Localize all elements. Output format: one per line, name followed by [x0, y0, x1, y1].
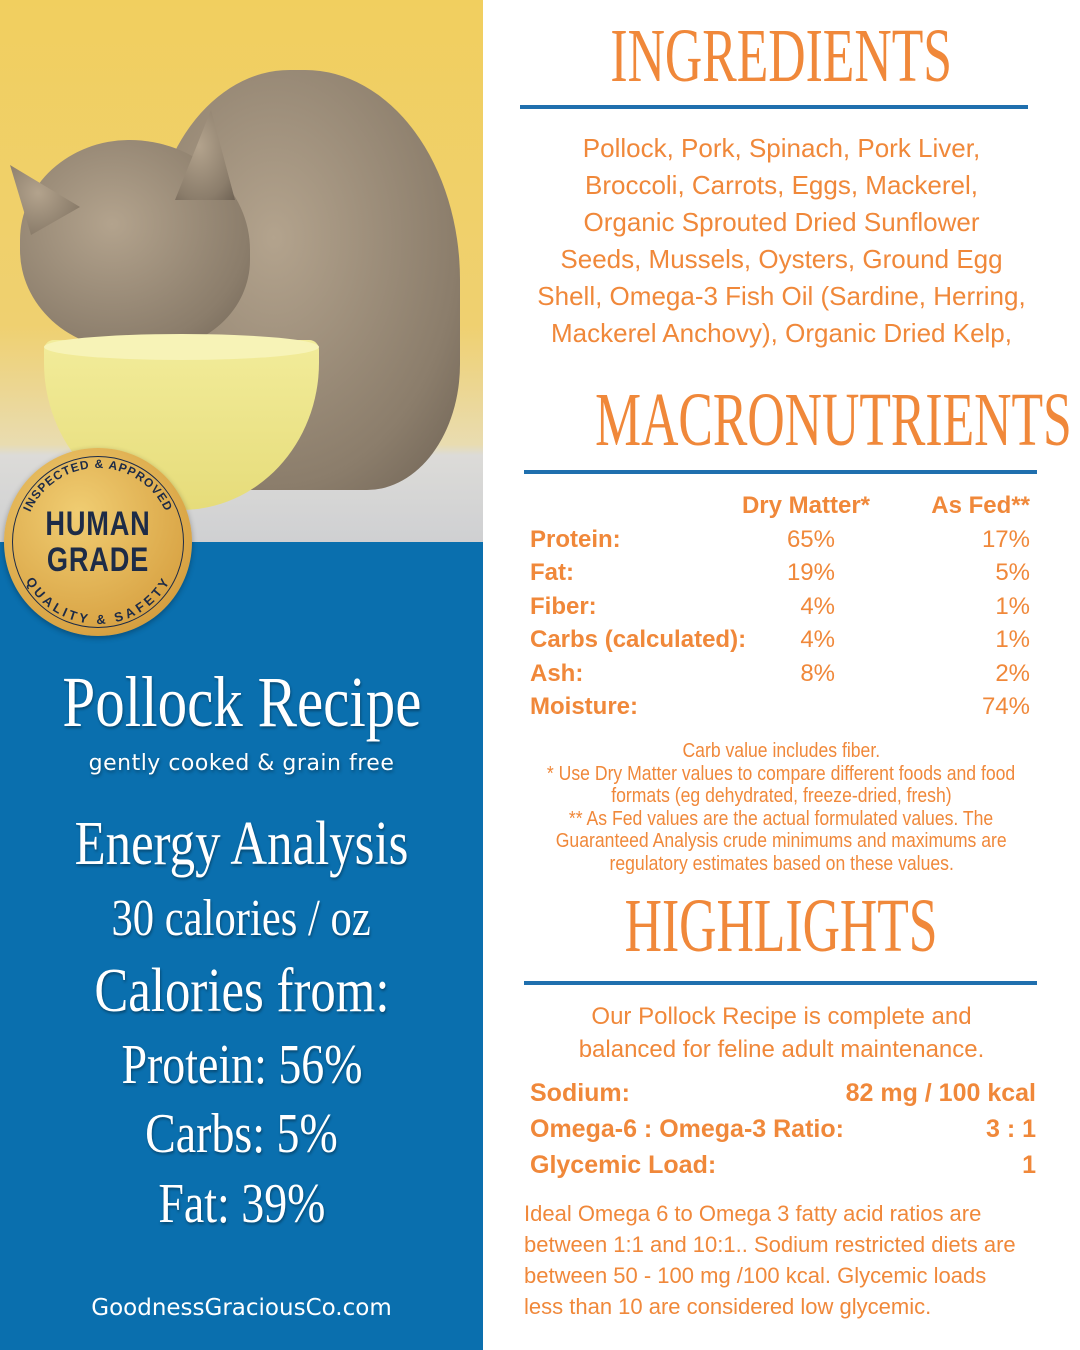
- ingredients-list: Pollock, Pork, Spinach, Pork Liver, Brocc…: [537, 133, 1026, 348]
- recipe-title: Pollock Recipe: [61, 662, 422, 742]
- macro-row: Ash: 8% 2%: [530, 660, 1030, 693]
- dry-matter-header: Dry Matter*: [741, 492, 870, 519]
- highlights-footer: Ideal Omega 6 to Omega 3 fatty acid rati…: [524, 1201, 1016, 1319]
- divider: [520, 105, 1028, 109]
- dry-matter-value: 65%: [786, 526, 835, 553]
- dry-matter-value: 4%: [800, 626, 835, 654]
- macro-row: Protein: 65% 17%: [530, 526, 1030, 559]
- macro-label: Fiber:: [530, 592, 597, 620]
- as-fed-value: 2%: [995, 659, 1030, 687]
- as-fed-value: 5%: [995, 559, 1030, 587]
- macro-row: Carbs (calculated): 4% 1%: [530, 626, 1030, 659]
- macro-row: Fiber: 4% 1%: [530, 593, 1030, 626]
- as-fed-value: 17%: [981, 526, 1030, 553]
- seal-human: HUMAN: [45, 505, 151, 543]
- macro-label: Ash:: [530, 659, 584, 687]
- calories-per-oz: 30 calories / oz: [111, 890, 372, 947]
- dry-matter-value: 19%: [786, 559, 835, 587]
- seal-arc-text: INSPECTED & APPROVED QUALITY & SAFETY: [20, 457, 174, 627]
- highlight-row: Glycemic Load: 1: [530, 1151, 1036, 1179]
- highlights-heading: HIGHLIGHTS: [625, 884, 938, 968]
- highlights-intro: Our Pollock Recipe is complete and balanc…: [578, 1003, 985, 1063]
- human-grade-seal: INSPECTED & APPROVED QUALITY & SAFETY HU…: [4, 448, 192, 636]
- seal-grade: GRADE: [46, 541, 150, 579]
- divider: [524, 981, 1037, 985]
- protein-calories: Protein: 56%: [120, 1034, 363, 1096]
- calories-from: Calories from:: [93, 957, 390, 1025]
- macronutrients-heading: MACRONUTRIENTS: [595, 378, 1072, 462]
- carbs-calories: Carbs: 5%: [145, 1103, 338, 1165]
- dry-matter-value: 8%: [800, 659, 835, 687]
- recipe-subtitle: gently cooked & grain free: [88, 751, 395, 776]
- fat-calories: Fat: 39%: [157, 1173, 326, 1235]
- left-panel: INSPECTED & APPROVED QUALITY & SAFETY HU…: [0, 0, 483, 1350]
- macro-label: Fat:: [530, 559, 574, 587]
- bowl-rim: [44, 334, 319, 360]
- highlight-row: Sodium: 82 mg / 100 kcal: [530, 1079, 1036, 1107]
- as-fed-value: 74%: [981, 693, 1030, 720]
- macro-label: Moisture:: [530, 693, 638, 720]
- macro-row: Moisture: 74%: [530, 693, 1030, 726]
- as-fed-header: As Fed**: [931, 492, 1030, 519]
- ingredients-heading: INGREDIENTS: [610, 14, 953, 98]
- divider: [524, 470, 1037, 474]
- macro-row: Fat: 19% 5%: [530, 559, 1030, 592]
- website-link[interactable]: GoodnessGraciousCo.com: [91, 1295, 392, 1321]
- as-fed-value: 1%: [995, 626, 1030, 654]
- as-fed-value: 1%: [995, 592, 1030, 620]
- macro-header-row: Dry Matter* As Fed**: [530, 492, 1030, 525]
- macro-notes: Carb value includes fiber. * Use Dry Matt…: [547, 740, 1016, 875]
- macro-label: Carbs (calculated):: [530, 626, 747, 654]
- highlight-row: Omega-6 : Omega-3 Ratio: 3 : 1: [530, 1115, 1036, 1143]
- right-panel: INGREDIENTS Pollock, Pork, Spinach, Pork…: [483, 0, 1080, 1350]
- seal-ring: [12, 456, 184, 628]
- energy-heading: Energy Analysis: [74, 810, 409, 878]
- seal-bottom-text: QUALITY & SAFETY: [23, 574, 170, 627]
- macro-label: Protein:: [530, 526, 621, 553]
- svg-text:QUALITY & SAFETY: QUALITY & SAFETY: [23, 574, 172, 627]
- dry-matter-value: 4%: [800, 592, 835, 620]
